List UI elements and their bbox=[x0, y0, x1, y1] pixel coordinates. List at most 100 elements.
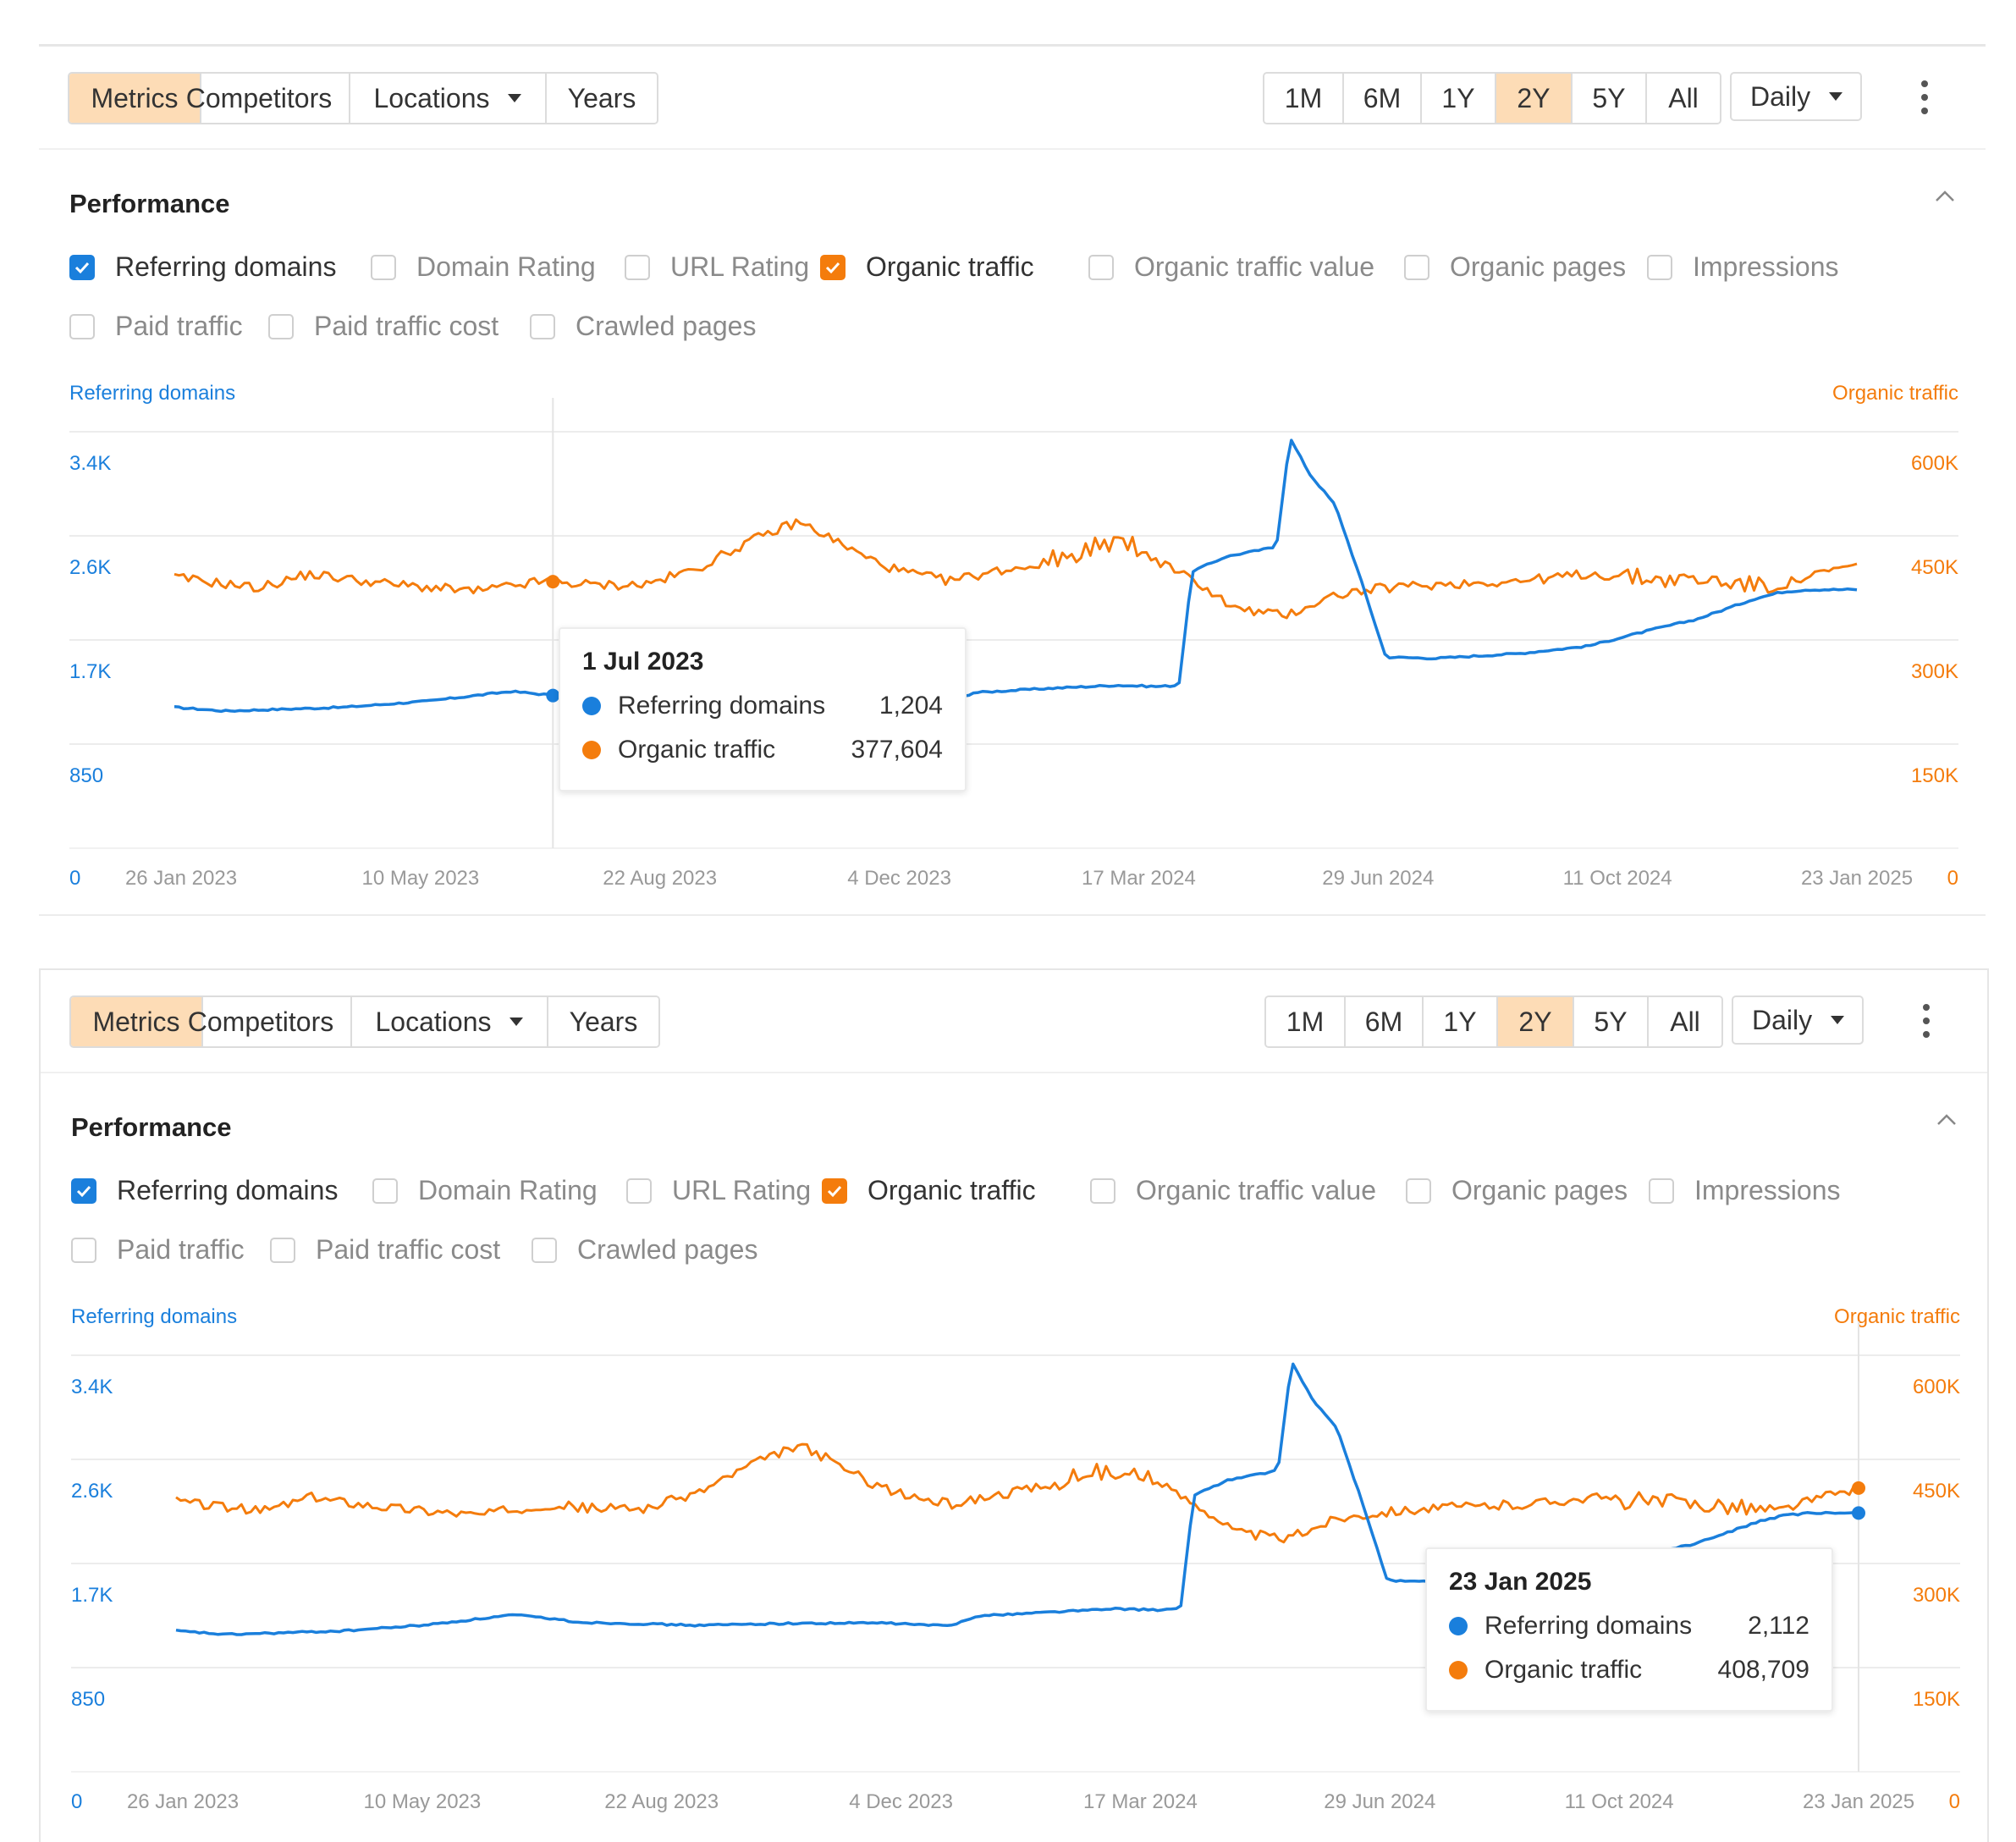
range-all-button[interactable]: All bbox=[1647, 74, 1720, 123]
interval-dropdown[interactable]: Daily bbox=[1732, 995, 1864, 1045]
metric-checkbox-crawled-pages[interactable]: Crawled pages bbox=[530, 311, 756, 342]
legend-dot-referring bbox=[582, 697, 601, 715]
checkbox-checked-icon bbox=[822, 1177, 847, 1204]
chevron-up-icon[interactable] bbox=[1936, 1112, 1956, 1131]
left-tick-label: 850 bbox=[71, 1688, 105, 1711]
section-title: Performance bbox=[69, 189, 230, 218]
metric-checkbox-url-rating[interactable]: URL Rating bbox=[625, 251, 809, 283]
checkbox-unchecked-icon bbox=[1647, 254, 1672, 280]
checkbox-unchecked-icon bbox=[532, 1237, 557, 1263]
metric-label: Crawled pages bbox=[577, 1234, 758, 1265]
tab-metrics[interactable]: Metrics bbox=[71, 997, 203, 1046]
checkbox-unchecked-icon bbox=[1406, 1177, 1431, 1204]
metric-checkbox-organic-traffic-value[interactable]: Organic traffic value bbox=[1088, 251, 1374, 283]
checkbox-checked-icon bbox=[820, 254, 846, 280]
metric-checkbox-paid-traffic[interactable]: Paid traffic bbox=[71, 1234, 245, 1266]
chevron-down-icon bbox=[1829, 92, 1843, 101]
metric-checkbox-impressions[interactable]: Impressions bbox=[1647, 251, 1839, 283]
hover-point-organic bbox=[1852, 1481, 1865, 1495]
metric-label: Organic traffic value bbox=[1136, 1175, 1376, 1205]
metric-checkbox-organic-traffic[interactable]: Organic traffic bbox=[820, 251, 1034, 283]
range-selector: 1M 6M 1Y 2Y 5Y All bbox=[1263, 72, 1721, 124]
range-label: 2Y bbox=[1517, 82, 1551, 113]
range-label: All bbox=[1670, 1006, 1700, 1037]
x-tick-label: 4 Dec 2023 bbox=[847, 867, 951, 890]
tab-competitors[interactable]: Competitors bbox=[188, 997, 366, 1046]
range-all-button[interactable]: All bbox=[1649, 997, 1721, 1046]
right-tick-label: 150K bbox=[1913, 1688, 1960, 1711]
checkbox-unchecked-icon bbox=[372, 1177, 398, 1204]
metric-label: Impressions bbox=[1694, 1175, 1841, 1205]
x-tick-label: 4 Dec 2023 bbox=[849, 1790, 953, 1813]
range-label: 1Y bbox=[1441, 82, 1475, 113]
range-6m-button[interactable]: 6M bbox=[1344, 74, 1422, 123]
metric-checkbox-referring-domains[interactable]: Referring domains bbox=[71, 1175, 338, 1206]
x-tick-label: 23 Jan 2025 bbox=[1803, 1790, 1914, 1813]
checkbox-unchecked-icon bbox=[268, 313, 294, 339]
tooltip-value-organic: 408,709 bbox=[1717, 1656, 1809, 1684]
metric-label: Paid traffic cost bbox=[316, 1234, 501, 1265]
metric-label: URL Rating bbox=[670, 251, 810, 282]
more-options-icon[interactable] bbox=[1916, 80, 1933, 114]
range-1m-button[interactable]: 1M bbox=[1266, 997, 1346, 1046]
metric-checkbox-url-rating[interactable]: URL Rating bbox=[626, 1175, 811, 1206]
range-2y-button[interactable]: 2Y bbox=[1498, 997, 1574, 1046]
chevron-down-icon bbox=[1831, 1016, 1845, 1024]
checkbox-unchecked-icon bbox=[530, 313, 555, 339]
metric-checkbox-organic-pages[interactable]: Organic pages bbox=[1404, 251, 1626, 283]
tooltip-date: 23 Jan 2025 bbox=[1449, 1568, 1592, 1596]
x-tick-label: 10 May 2023 bbox=[363, 1790, 481, 1813]
tooltip-value-referring: 2,112 bbox=[1748, 1612, 1809, 1640]
tab-label: Metrics bbox=[91, 82, 179, 113]
series-line-referring-domains bbox=[174, 438, 1858, 714]
series-line-organic-traffic bbox=[175, 1442, 1860, 1544]
chart-tooltip: 23 Jan 2025 Referring domains 2,112 Organic… bbox=[1425, 1547, 1833, 1712]
range-1y-button[interactable]: 1Y bbox=[1424, 997, 1498, 1046]
metric-checkbox-domain-rating[interactable]: Domain Rating bbox=[372, 1175, 598, 1206]
metric-checkbox-impressions[interactable]: Impressions bbox=[1649, 1175, 1841, 1206]
tab-competitors[interactable]: Competitors bbox=[186, 74, 365, 123]
metric-checkbox-organic-pages[interactable]: Organic pages bbox=[1406, 1175, 1628, 1206]
more-options-icon[interactable] bbox=[1918, 1004, 1935, 1038]
range-5y-button[interactable]: 5Y bbox=[1573, 74, 1647, 123]
tab-label: Years bbox=[567, 82, 636, 113]
interval-label: Daily bbox=[1750, 80, 1811, 112]
tooltip-label: Organic traffic bbox=[1484, 1656, 1643, 1684]
tab-label: Competitors bbox=[187, 1006, 334, 1037]
metric-checkbox-organic-traffic[interactable]: Organic traffic bbox=[822, 1175, 1036, 1206]
range-1y-button[interactable]: 1Y bbox=[1422, 74, 1496, 123]
checkbox-unchecked-icon bbox=[626, 1177, 652, 1204]
tab-locations[interactable]: Locations bbox=[352, 997, 548, 1046]
left-tick-label: 0 bbox=[69, 867, 80, 890]
view-tabs: Metrics Competitors Locations Years bbox=[68, 72, 658, 124]
tab-metrics[interactable]: Metrics bbox=[69, 74, 201, 123]
tab-years[interactable]: Years bbox=[547, 74, 657, 123]
metric-checkbox-organic-traffic-value[interactable]: Organic traffic value bbox=[1090, 1175, 1376, 1206]
x-tick-label: 26 Jan 2023 bbox=[125, 867, 237, 890]
range-6m-button[interactable]: 6M bbox=[1346, 997, 1424, 1046]
metric-checkbox-paid-traffic[interactable]: Paid traffic bbox=[69, 311, 243, 342]
range-5y-button[interactable]: 5Y bbox=[1574, 997, 1649, 1046]
range-2y-button[interactable]: 2Y bbox=[1496, 74, 1573, 123]
left-tick-label: 0 bbox=[71, 1790, 82, 1813]
chevron-up-icon[interactable] bbox=[1935, 189, 1954, 207]
tab-years[interactable]: Years bbox=[548, 997, 658, 1046]
x-tick-label: 11 Oct 2024 bbox=[1565, 1790, 1674, 1813]
metric-checkbox-paid-traffic-cost[interactable]: Paid traffic cost bbox=[270, 1234, 500, 1266]
checkbox-unchecked-icon bbox=[1649, 1177, 1674, 1204]
metric-checkbox-paid-traffic-cost[interactable]: Paid traffic cost bbox=[268, 311, 498, 342]
x-tick-label: 26 Jan 2023 bbox=[127, 1790, 239, 1813]
metric-label: Crawled pages bbox=[576, 311, 757, 341]
metric-checkbox-crawled-pages[interactable]: Crawled pages bbox=[532, 1234, 757, 1266]
performance-panel-2: Metrics Competitors Locations Years 1M 6M 1Y 2Y… bbox=[39, 968, 1989, 1842]
chevron-down-icon bbox=[508, 94, 522, 102]
metric-checkbox-domain-rating[interactable]: Domain Rating bbox=[371, 251, 596, 283]
tab-label: Locations bbox=[373, 82, 490, 113]
tab-locations[interactable]: Locations bbox=[350, 74, 547, 123]
range-1m-button[interactable]: 1M bbox=[1264, 74, 1344, 123]
interval-dropdown[interactable]: Daily bbox=[1730, 72, 1862, 121]
metric-label: Organic traffic bbox=[866, 251, 1034, 282]
metric-checkbox-referring-domains[interactable]: Referring domains bbox=[69, 251, 336, 283]
metric-label: URL Rating bbox=[672, 1175, 812, 1205]
hover-point-organic bbox=[546, 575, 560, 589]
